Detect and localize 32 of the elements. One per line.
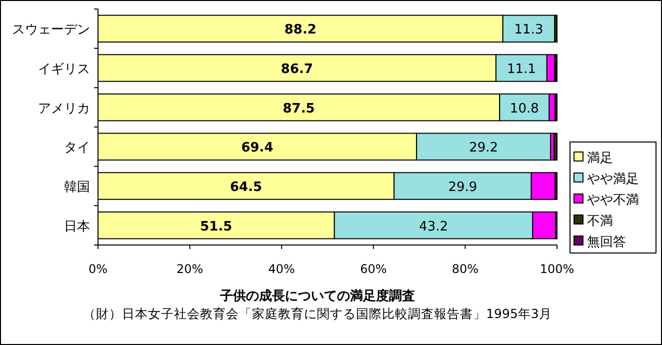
legend-label: やや不満	[587, 193, 639, 208]
x-tick-label: 0%	[88, 262, 108, 276]
legend-label: 満足	[587, 151, 613, 166]
data-label: 69.4	[241, 140, 274, 156]
x-tick-label: 100%	[540, 262, 574, 276]
y-tick-label: スウェーデン	[12, 22, 90, 38]
legend-label: やや満足	[587, 172, 639, 187]
x-tick-label: 60%	[360, 262, 387, 276]
bar	[554, 132, 558, 161]
data-label: 87.5	[282, 101, 315, 116]
legend-label: 不満	[587, 214, 613, 229]
x-tick-label: 20%	[176, 262, 204, 276]
text: 子供の成長についての満足度調査	[219, 288, 415, 304]
x-tick-label: 80%	[452, 262, 479, 276]
data-label: 88.2	[284, 22, 316, 38]
data-label: 29.9	[448, 180, 478, 195]
y-tick-label: アメリカ	[38, 101, 90, 116]
y-tick-label: 韓国	[64, 180, 90, 195]
data-label: 10.8	[510, 101, 539, 116]
data-label: 43.2	[419, 219, 448, 234]
y-tick-label: 日本	[64, 219, 90, 234]
data-label: 86.7	[280, 62, 314, 77]
y-tick-label: タイ	[64, 140, 90, 156]
text: （財）日本女子社会教育会「家庭教育に関する国際比較調査報告書」1995年3月	[83, 306, 552, 321]
data-label: 64.5	[230, 180, 262, 195]
legend-label: 無回答	[587, 235, 626, 250]
data-label: 11.1	[506, 62, 536, 77]
data-label: 51.5	[200, 219, 232, 234]
data-label: 11.3	[514, 22, 544, 38]
data-label: 29.2	[469, 140, 498, 156]
x-tick-label: 40%	[268, 262, 295, 276]
y-tick-label: イギリス	[38, 62, 90, 77]
